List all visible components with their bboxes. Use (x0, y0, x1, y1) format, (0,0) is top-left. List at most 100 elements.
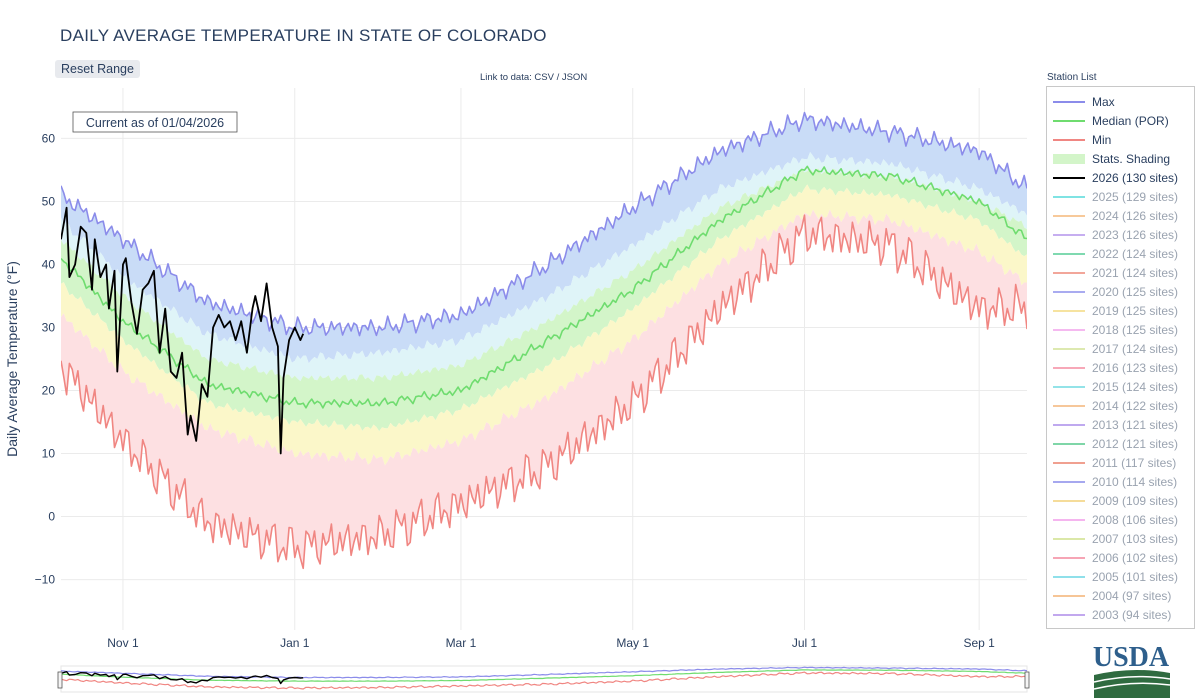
legend-swatch (1053, 214, 1085, 217)
legend-item[interactable]: 2018 (125 sites) (1053, 320, 1178, 339)
legend-swatch (1053, 366, 1085, 369)
legend-swatch (1053, 594, 1085, 597)
legend-label: 2023 (126 sites) (1092, 227, 1179, 242)
legend-item[interactable]: 2008 (106 sites) (1053, 510, 1178, 529)
legend-label: 2006 (102 sites) (1092, 550, 1179, 565)
chart-title: DAILY AVERAGE TEMPERATURE IN STATE OF CO… (60, 26, 547, 45)
legend-item[interactable]: 2003 (94 sites) (1053, 605, 1171, 624)
legend-swatch (1053, 153, 1085, 164)
legend-label: 2010 (114 sites) (1092, 474, 1178, 489)
legend-swatch (1053, 290, 1085, 293)
min-line (61, 214, 1027, 570)
legend-item[interactable]: 2009 (109 sites) (1053, 491, 1178, 510)
legend-label: Median (POR) (1092, 113, 1169, 128)
y-tick-label: −10 (35, 573, 56, 587)
y-tick-label: 40 (42, 257, 56, 271)
legend-item[interactable]: 2010 (114 sites) (1053, 472, 1177, 491)
y-tick-label: 50 (42, 194, 56, 208)
legend-item[interactable]: Stats. Shading (1053, 149, 1170, 168)
legend-item[interactable]: 2005 (101 sites) (1053, 567, 1178, 586)
legend-item[interactable]: 2015 (124 sites) (1053, 377, 1178, 396)
legend-swatch (1053, 613, 1085, 616)
usda-logo: USDA (1093, 642, 1171, 698)
legend-item[interactable]: 2004 (97 sites) (1053, 586, 1171, 605)
legend-item[interactable]: 2023 (126 sites) (1053, 225, 1178, 244)
legend-label: 2004 (97 sites) (1092, 588, 1172, 603)
legend-swatch (1053, 404, 1085, 407)
legend-item[interactable]: 2014 (122 sites) (1053, 396, 1178, 415)
legend-swatch (1053, 195, 1085, 198)
y-tick-label: 60 (42, 131, 56, 145)
legend-label: 2014 (122 sites) (1092, 398, 1179, 413)
legend-swatch (1053, 537, 1085, 540)
legend-item[interactable]: 2012 (121 sites) (1053, 434, 1178, 453)
band-min (61, 209, 1027, 569)
x-tick-label: Nov 1 (107, 636, 139, 650)
y-axis: −10 0 10 20 30 40 50 60 (35, 131, 56, 586)
legend-swatch (1053, 556, 1085, 559)
legend-label: 2018 (125 sites) (1092, 322, 1179, 337)
legend-swatch (1053, 233, 1085, 236)
legend-item[interactable]: 2017 (124 sites) (1053, 339, 1178, 358)
legend-item[interactable]: 2024 (126 sites) (1053, 206, 1178, 225)
legend-item[interactable]: 2006 (102 sites) (1053, 548, 1178, 567)
x-tick-label: Mar 1 (446, 636, 477, 650)
legend-item[interactable]: 2021 (124 sites) (1053, 263, 1178, 282)
legend-item[interactable]: 2022 (124 sites) (1053, 244, 1178, 263)
legend-label: 2016 (123 sites) (1092, 360, 1179, 375)
mini-current-line (61, 671, 304, 685)
legend-swatch (1053, 176, 1085, 179)
legend-swatch (1053, 309, 1085, 312)
legend-item[interactable]: Max (1053, 92, 1115, 111)
legend-item[interactable]: 2013 (121 sites) (1053, 415, 1178, 434)
x-tick-label: May 1 (616, 636, 649, 650)
legend-swatch (1053, 480, 1085, 483)
x-tick-label: Jul 1 (792, 636, 818, 650)
usda-logo-text: USDA (1093, 642, 1170, 673)
range-handle-right[interactable] (1024, 671, 1030, 689)
station-legend: Max Median (POR) Min Stats. Shading 2026 (13… (1046, 86, 1195, 629)
legend-swatch (1053, 328, 1085, 331)
x-axis: Nov 1 Jan 1 Mar 1 May 1 Jul 1 Sep 1 (107, 636, 995, 650)
legend-label: 2024 (126 sites) (1092, 208, 1179, 223)
legend-swatch (1053, 442, 1085, 445)
legend-label: 2007 (103 sites) (1092, 531, 1179, 546)
station-list-title: Station List (1047, 72, 1097, 83)
legend-swatch (1053, 100, 1085, 103)
range-handle-left[interactable] (57, 671, 63, 689)
legend-swatch (1053, 499, 1085, 502)
legend-item[interactable]: 2011 (117 sites) (1053, 453, 1176, 472)
legend-item[interactable]: 2007 (103 sites) (1053, 529, 1178, 548)
legend-swatch (1053, 138, 1085, 141)
legend-item[interactable]: Min (1053, 130, 1111, 149)
legend-label: 2008 (106 sites) (1092, 512, 1179, 527)
legend-swatch (1053, 347, 1085, 350)
legend-label: 2009 (109 sites) (1092, 493, 1179, 508)
legend-item[interactable]: Median (POR) (1053, 111, 1169, 130)
legend-label: 2019 (125 sites) (1092, 303, 1179, 318)
legend-swatch (1053, 252, 1085, 255)
data-link[interactable]: Link to data: CSV / JSON (480, 72, 588, 83)
y-axis-label: Daily Average Temperature (°F) (4, 261, 20, 457)
legend-label: Min (1092, 132, 1112, 147)
legend-label: Stats. Shading (1092, 151, 1171, 166)
legend-label: 2020 (125 sites) (1092, 284, 1179, 299)
legend-swatch (1053, 119, 1085, 122)
legend-swatch (1053, 385, 1085, 388)
band-lower (61, 184, 1027, 466)
legend-label: 2026 (130 sites) (1092, 170, 1179, 185)
legend-label: 2013 (121 sites) (1092, 417, 1179, 432)
chart-area: −10 0 10 20 30 40 50 60 Nov 1 Jan 1 Mar 1 May 1 Jul… (4, 88, 1030, 693)
legend-swatch (1053, 423, 1085, 426)
y-tick-label: 30 (42, 320, 56, 334)
legend-item[interactable]: 2016 (123 sites) (1053, 358, 1178, 377)
legend-label: 2025 (129 sites) (1092, 189, 1179, 204)
legend-item[interactable]: 2019 (125 sites) (1053, 301, 1178, 320)
legend-item[interactable]: 2020 (125 sites) (1053, 282, 1178, 301)
legend-label: 2012 (121 sites) (1092, 436, 1179, 451)
reset-range-button[interactable]: Reset Range (55, 60, 140, 78)
legend-item[interactable]: 2026 (130 sites) (1053, 168, 1178, 187)
y-tick-label: 0 (48, 510, 55, 524)
legend-item[interactable]: 2025 (129 sites) (1053, 187, 1178, 206)
range-slider[interactable] (57, 665, 1030, 693)
